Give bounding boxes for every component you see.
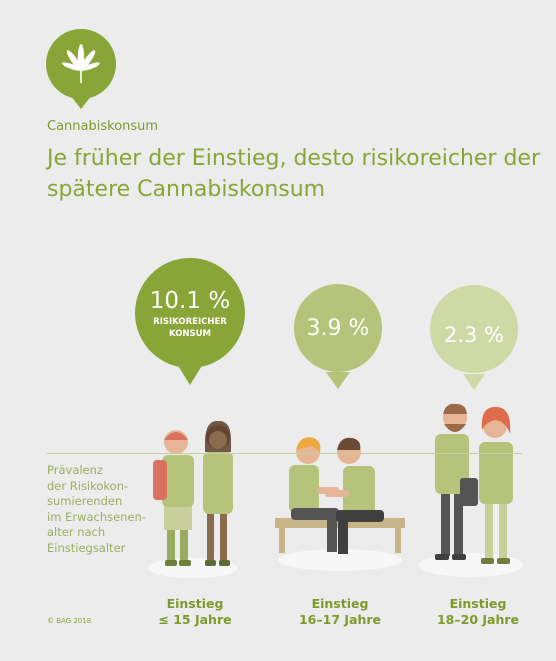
value-label-3: 2.3 %	[444, 323, 504, 347]
section-kicker: Cannabiskonsum	[47, 119, 159, 134]
category-label-3: Einstieg 18–20 Jahre	[408, 596, 548, 628]
logo-pin	[46, 29, 116, 109]
category-label-2: Einstieg 16–17 Jahre	[270, 596, 410, 628]
value-bubble-3	[430, 285, 518, 390]
value-label-2: 3.9 %	[307, 316, 370, 341]
category-label-1-line2: ≤ 15 Jahre	[158, 612, 232, 627]
ground-shadow	[419, 553, 523, 577]
value-bubble-2	[294, 284, 382, 389]
category-label-1-line1: Einstieg	[166, 596, 224, 611]
category-label-2-line2: 16–17 Jahre	[298, 612, 382, 627]
baseline-divider	[47, 453, 522, 454]
ground-shadow	[278, 549, 402, 571]
category-label-3-line1: Einstieg	[449, 596, 507, 611]
category-label-1: Einstieg ≤ 15 Jahre	[125, 596, 265, 628]
page-title: Je früher der Einstieg, desto risikoreic…	[47, 146, 541, 202]
annotation-line-2: KONSUM	[169, 329, 211, 339]
copyright: © BAG 2018	[47, 617, 92, 625]
illustration-adults	[435, 403, 513, 564]
cannabis-leaf-icon	[62, 44, 100, 83]
category-label-2-line1: Einstieg	[311, 596, 369, 611]
category-label-3-line2: 18–20 Jahre	[436, 612, 520, 627]
value-bubble-1	[135, 258, 245, 385]
illustration-kids	[153, 420, 233, 566]
value-label-1: 10.1 %	[150, 288, 230, 314]
illustration-teens-bench	[275, 437, 405, 554]
annotation-line-1: RISIKOREICHER	[153, 317, 227, 327]
axis-label: Prävalenz der Risikokon- sumierenden im …	[47, 463, 146, 555]
